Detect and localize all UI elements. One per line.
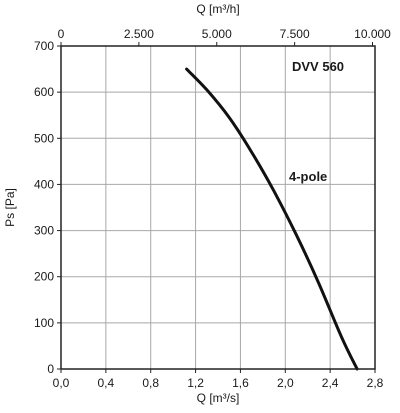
y-tick-label: 700 (34, 39, 54, 53)
y-tick-label: 100 (34, 316, 54, 330)
y-tick-label: 600 (34, 85, 54, 99)
model-label: DVV 560 (292, 59, 344, 74)
bottom-axis-title: Q [m³/s] (197, 391, 240, 405)
bottom-tick-label: 1,6 (232, 376, 249, 390)
top-tick-label: 5.000 (202, 27, 232, 41)
bottom-tick-label: 0,0 (53, 376, 70, 390)
top-axis-title: Q [m³/h] (196, 2, 239, 16)
y-tick-label: 500 (34, 131, 54, 145)
bottom-tick-label: 0,8 (142, 376, 159, 390)
series-label-4-pole: 4-pole (289, 169, 327, 184)
bottom-tick-label: 1,2 (187, 376, 204, 390)
y-tick-label: 300 (34, 224, 54, 238)
ticks: 0,0 0,4 0,8 1,2 1,6 2,0 2,4 2,8 0 100 200 300 400 500… (34, 27, 391, 390)
y-tick-label: 400 (34, 177, 54, 191)
top-tick-label: 0 (58, 27, 65, 41)
y-axis-title: Ps [Pa] (3, 188, 17, 227)
top-tick-label: 7.500 (280, 27, 310, 41)
bottom-tick-label: 0,4 (98, 376, 115, 390)
y-tick-label: 200 (34, 270, 54, 284)
plot-frame (60, 45, 376, 370)
grid (61, 46, 375, 369)
top-tick-label: 10.000 (354, 27, 391, 41)
bottom-tick-label: 2,8 (367, 376, 384, 390)
y-tick-label: 0 (47, 362, 54, 376)
bottom-tick-label: 2,0 (277, 376, 294, 390)
bottom-tick-label: 2,4 (322, 376, 339, 390)
top-tick-label: 2.500 (124, 27, 154, 41)
curve-4-pole (185, 67, 359, 371)
curve-layer (185, 67, 359, 371)
